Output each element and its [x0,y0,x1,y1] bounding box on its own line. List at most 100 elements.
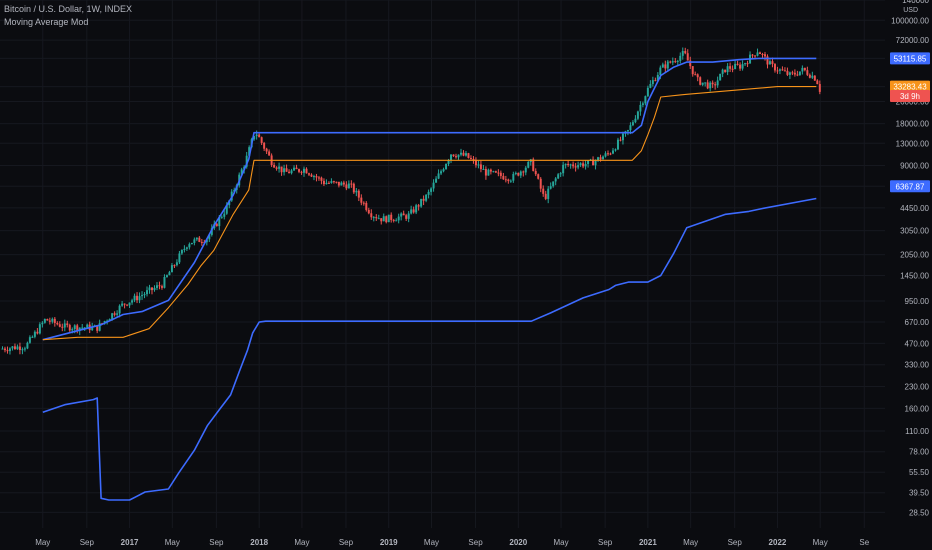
candle-body [322,180,325,185]
x-tick-label: 2020 [509,538,527,547]
candle-body [639,104,642,112]
candle-body [691,66,694,75]
candle-body [803,67,806,71]
candle-body [527,161,530,168]
candle-body [91,326,94,331]
candle-body [133,295,136,301]
candle-body [736,63,739,65]
candle-body [547,188,550,199]
candle-body [392,219,395,221]
candle-body [200,241,203,243]
candle-body [128,302,131,306]
candle-body [681,50,684,56]
candle-body [646,87,649,97]
candle-body [664,64,667,69]
candle-body [190,242,193,245]
candle-body [689,60,692,67]
candle-body [158,285,161,287]
candle-body [305,168,308,174]
candle-body [141,295,144,297]
candle-body [173,265,176,267]
candle-body [644,96,647,104]
candle-body [362,202,365,204]
candle-body [818,84,821,92]
x-tick-label: Sep [468,538,483,547]
y-tick-label: 230.00 [905,383,930,392]
candle-body [422,198,425,201]
candle-body [651,80,654,84]
candle-body [126,304,129,306]
y-tick-label: 26000.00 [896,97,930,106]
candle-body [524,167,527,173]
candle-body [78,327,81,331]
candle-body [741,64,744,69]
y-tick-label: 18000.00 [896,120,930,129]
candle-body [317,177,320,179]
candle-body [53,318,56,324]
price-tag-box [890,89,930,102]
candle-body [557,174,560,179]
candle-body [567,163,570,166]
y-tick-label: 950.00 [905,297,930,306]
candle-body [579,163,582,166]
candle-body [43,318,46,323]
candle-body [768,61,771,65]
candle-body [607,153,610,155]
candle-body [51,318,54,322]
candle-body [26,342,29,349]
candle-body [400,213,403,217]
candle-body [761,53,764,55]
x-tick-label: Sep [598,538,613,547]
candle-body [811,75,814,78]
candle-body [382,216,385,222]
candle-body [36,331,39,334]
candle-body [397,216,400,221]
candle-body [385,216,388,223]
candle-body [83,327,86,329]
candle-body [455,156,458,158]
y-tick-label: 140000 [902,0,929,5]
candle-body [499,172,502,176]
candle-body [265,148,268,152]
price-tag-label: 33283.43 [893,83,927,92]
candle-body [517,172,520,176]
series-line-mid [42,86,817,341]
candle-body [258,134,261,138]
y-tick-label: 4450.00 [900,204,929,213]
symbol-title: Bitcoin / U.S. Dollar, 1W, INDEX [4,4,133,14]
candle-body [245,155,248,167]
candle-body [178,253,181,263]
candle-body [507,179,510,182]
candle-body [148,287,151,291]
candle-body [180,249,183,254]
candle-body [479,164,482,170]
y-tick-label: 39.50 [909,489,930,498]
candle-body [450,154,453,161]
x-tick-label: May [294,538,309,547]
candle-body [260,137,263,143]
candle-body [73,325,76,330]
candle-body [659,67,662,75]
candle-body [587,160,590,164]
y-tick-label: 9000.00 [900,161,929,170]
candle-body [552,181,555,187]
candle-body [123,303,126,305]
candle-body [674,61,677,63]
candle-body [48,320,51,322]
candle-body [734,63,737,70]
candle-body [31,336,34,338]
candle-body [801,67,804,72]
candle-body [337,181,340,186]
candle-body [255,134,258,137]
candle-body [365,202,368,210]
candle-body [467,153,470,158]
candle-body [38,324,41,334]
candle-body [699,77,702,85]
candle-body [68,325,71,331]
x-tick-label: 2019 [380,538,398,547]
candle-body [522,171,525,173]
series-line-upper [42,57,817,341]
candle-body [711,82,714,85]
candle-body [724,69,727,73]
